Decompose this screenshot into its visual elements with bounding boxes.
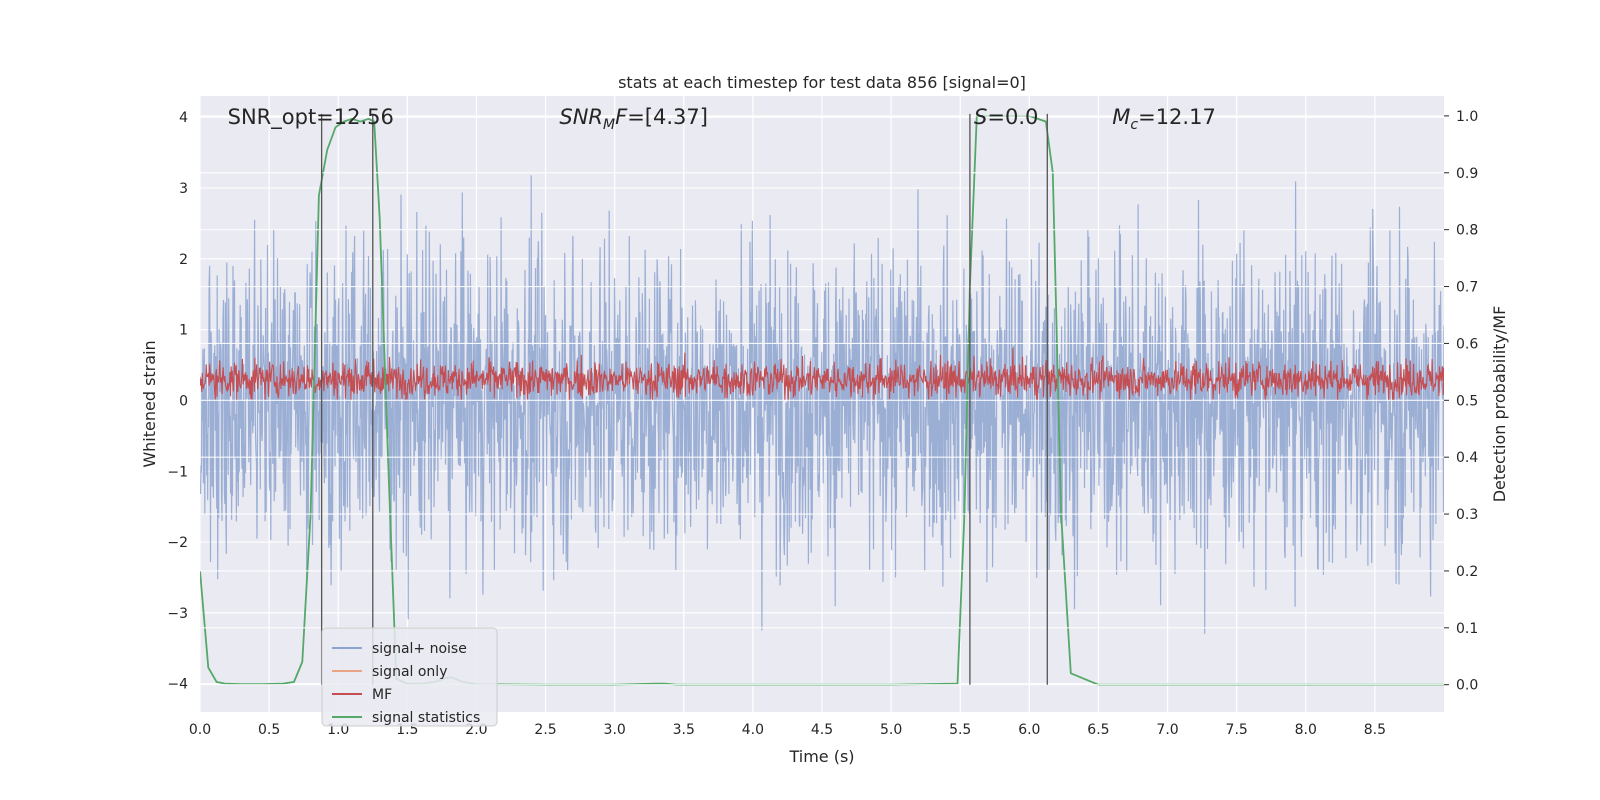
x-axis-title: Time (s) [788, 747, 854, 766]
y-axis-ticks: 4 3 2 1 0 −1 −2 −3 −4 [167, 110, 188, 692]
y2-tick-label: 0.6 [1456, 336, 1478, 352]
series-mf [200, 347, 1444, 401]
y2-tick-label: 0.5 [1456, 393, 1478, 409]
y-tick-label: 0 [179, 393, 188, 409]
x-tick-label: 7.0 [1156, 722, 1178, 738]
x-tick-label: 8.0 [1295, 722, 1317, 738]
y-tick-label: −2 [167, 535, 188, 551]
x-tick-label: 5.5 [949, 722, 971, 738]
annotation-1: SNRMF=[4.37] [559, 105, 708, 133]
y-axis-title: Whitened strain [140, 340, 159, 467]
x-tick-label: 6.0 [1018, 722, 1040, 738]
x-tick-label: 7.5 [1226, 722, 1248, 738]
y-tick-label: 1 [179, 323, 188, 339]
annotation-3: Mc=12.17 [1112, 105, 1216, 133]
y2-axis-title: Detection probability/MF [1490, 306, 1509, 503]
y2-tick-label: 0.3 [1456, 507, 1478, 523]
x-tick-label: 0.0 [189, 722, 211, 738]
y-tick-label: −3 [167, 606, 188, 622]
y2-tick-label: 1.0 [1456, 109, 1478, 125]
y2-tick-label: 0.8 [1456, 223, 1478, 239]
x-tick-label: 2.5 [534, 722, 556, 738]
annotation-0: SNR_opt=12.56 [228, 105, 394, 130]
legend-label: signal+ noise [372, 641, 467, 657]
x-tick-label: 3.5 [673, 722, 695, 738]
annotations: SNR_opt=12.56 SNRMF=[4.37] S=0.0 Mc=12.17 [228, 105, 1216, 133]
y-tick-label: 3 [179, 181, 188, 197]
y2-tick-label: 0.1 [1456, 621, 1478, 637]
legend-box [321, 627, 498, 727]
x-axis-ticks: 0.0 0.5 1.0 1.5 2.0 2.5 3.0 3.5 4.0 4.5 5.0 5.5 6.0 6… [189, 722, 1386, 738]
x-tick-label: 4.5 [811, 722, 833, 738]
y2-tick-label: 0.0 [1456, 678, 1478, 694]
x-tick-label: 5.0 [880, 722, 902, 738]
y2-tick-label: 0.9 [1456, 166, 1478, 182]
legend: signal+ noise signal only MF signal statist… [321, 627, 498, 727]
x-tick-label: 4.0 [742, 722, 764, 738]
annotation-2: S=0.0 [974, 105, 1038, 129]
legend-label: signal statistics [372, 710, 480, 726]
vertical-markers [320, 113, 1048, 685]
x-tick-label: 6.5 [1087, 722, 1109, 738]
y-tick-label: 4 [179, 110, 188, 126]
x-tick-label: 3.0 [604, 722, 626, 738]
y2-tick-label: 0.4 [1456, 450, 1478, 466]
legend-label: signal only [372, 664, 447, 680]
series-signal-noise [200, 175, 1444, 634]
y2-tick-label: 0.2 [1456, 564, 1478, 580]
x-tick-label: 0.5 [258, 722, 280, 738]
y-tick-label: −4 [167, 677, 188, 693]
chart-title: stats at each timestep for test data 856… [618, 73, 1026, 92]
y2-axis-ticks: 1.0 0.9 0.8 0.7 0.6 0.5 0.4 0.3 0.2 0.1 0.0 [1444, 109, 1478, 694]
y-tick-label: 2 [179, 252, 188, 268]
y2-tick-label: 0.7 [1456, 280, 1478, 296]
legend-label: MF [372, 687, 392, 703]
x-tick-label: 8.5 [1364, 722, 1386, 738]
y-tick-label: −1 [167, 464, 188, 480]
